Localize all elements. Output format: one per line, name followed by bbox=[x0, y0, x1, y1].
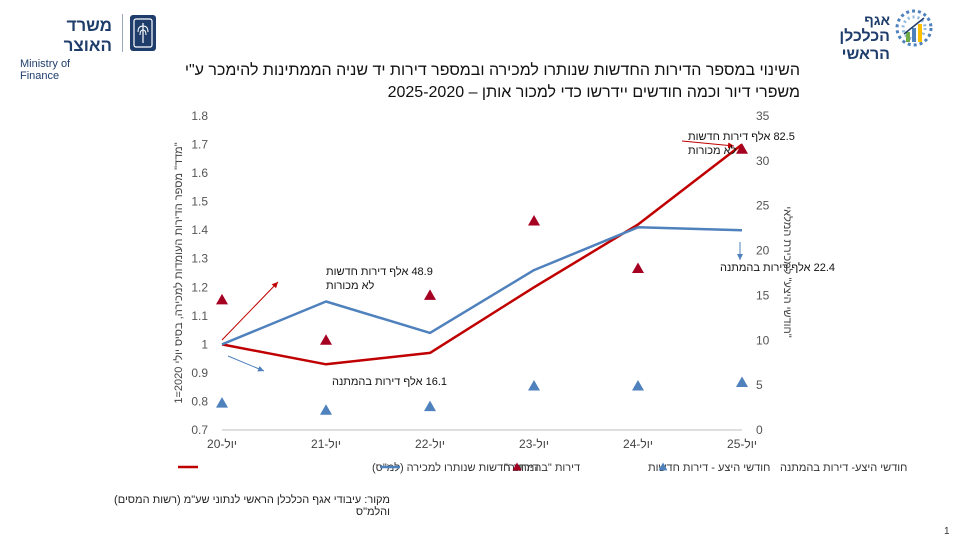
x-tick-label: יול-22 bbox=[415, 437, 445, 451]
logo-divider bbox=[122, 14, 123, 52]
ministry-logo: משרד האוצר Ministry of Finance bbox=[20, 14, 160, 82]
annotation-text-line2: לא מכורות bbox=[326, 279, 374, 292]
annotation-text: 82.5 אלף דירות חדשות bbox=[688, 130, 795, 143]
x-tick-label: יול-23 bbox=[519, 437, 549, 451]
legend-label: דירות "בהמתנה" bbox=[504, 462, 580, 474]
series-3-triangle-marker bbox=[632, 380, 644, 391]
legend-triangle-swatch bbox=[658, 462, 668, 471]
right-tick-label: 20 bbox=[756, 244, 770, 258]
series-3-triangle-marker bbox=[736, 376, 748, 387]
ministry-name-hebrew: משרד האוצר bbox=[63, 16, 112, 55]
series-2-triangle-marker bbox=[632, 262, 644, 274]
right-tick-label: 30 bbox=[756, 154, 770, 168]
series-2-triangle-marker bbox=[528, 214, 540, 226]
left-tick-label: 1.1 bbox=[191, 309, 208, 323]
chart-title-line1: השינוי במספר הדירות החדשות שנותרו למכירה… bbox=[184, 62, 800, 79]
annotation-arrow bbox=[221, 281, 279, 341]
right-axis-ticks: 0 5 10 15 20 25 30 35 bbox=[756, 109, 770, 437]
right-tick-label: 25 bbox=[756, 199, 770, 213]
annotation-arrow bbox=[227, 355, 265, 372]
right-tick-label: 35 bbox=[756, 109, 770, 123]
series-2-triangle-marker bbox=[320, 334, 332, 345]
chart-title-line2: משפרי דיור וכמה חודשים יידרשו כדי למכור … bbox=[387, 84, 800, 101]
x-tick-label: יול-21 bbox=[311, 437, 341, 451]
division-label-line2: הכלכלן הראשי bbox=[839, 28, 890, 63]
right-axis-label: "חודשי היצע" למכירת המלאי bbox=[781, 206, 794, 337]
annotation-arrow bbox=[681, 140, 735, 149]
left-tick-label: 0.9 bbox=[191, 366, 208, 380]
left-tick-label: 1 bbox=[201, 337, 208, 351]
annotation-text-line2: לא מכורות bbox=[688, 144, 736, 157]
chart-legend: דירות חדשות שנותרו למכירה (למ"ס)דירות "ב… bbox=[178, 461, 907, 474]
x-tick-label: יול-20 bbox=[207, 437, 237, 451]
right-tick-label: 10 bbox=[756, 333, 770, 347]
left-axis-ticks: 0.7 0.8 0.9 1 1.1 1.2 1.3 1.4 1.5 1.6 1.7 1.8 bbox=[191, 109, 208, 437]
series-3-triangle-marker bbox=[528, 380, 540, 391]
series-2-triangle-marker bbox=[424, 289, 436, 300]
left-tick-label: 1.6 bbox=[191, 166, 208, 180]
ministry-name-english: Ministry of Finance bbox=[20, 58, 71, 82]
left-tick-label: 0.7 bbox=[191, 423, 208, 437]
page-number: 1 bbox=[944, 526, 950, 537]
source-note: מקור: עיבודי אגף הכלכלן הראשי לנתוני שע"… bbox=[114, 494, 390, 518]
series-line-0 bbox=[221, 143, 743, 366]
right-tick-label: 0 bbox=[756, 423, 763, 437]
series-2-triangle-marker bbox=[216, 293, 228, 305]
left-tick-label: 1.8 bbox=[191, 109, 208, 123]
left-tick-label: 1.7 bbox=[191, 138, 208, 152]
series-2-triangle-marker bbox=[736, 143, 748, 154]
left-axis-label: "מדד" מספר הדירות העומדות למכירה, בסיס י… bbox=[172, 142, 185, 403]
x-axis-ticks: יול-20 יול-21 יול-22 יול-23 יול-24 יול-25 bbox=[207, 437, 757, 451]
series-3-triangle-marker bbox=[424, 400, 436, 412]
chart-title: השינוי במספר הדירות החדשות שנותרו למכירה… bbox=[150, 62, 800, 102]
left-tick-label: 0.8 bbox=[191, 394, 208, 408]
left-tick-label: 1.5 bbox=[191, 195, 208, 209]
right-tick-label: 5 bbox=[756, 378, 763, 392]
left-tick-label: 1.2 bbox=[191, 280, 208, 294]
annotation-text: 22.4 אלף דירות בהמתנה bbox=[720, 261, 835, 274]
left-tick-label: 1.3 bbox=[191, 252, 208, 266]
growth-chart-icon bbox=[895, 9, 933, 47]
annotation-text: 16.1 אלף דירות בהמתנה bbox=[332, 375, 447, 388]
series-3-triangle-marker bbox=[216, 397, 228, 408]
annotation-text: 48.9 אלף דירות חדשות bbox=[326, 265, 433, 278]
right-tick-label: 15 bbox=[756, 288, 770, 302]
emblem-icon bbox=[130, 15, 156, 51]
series-layer bbox=[216, 143, 748, 415]
legend-label: דירות חדשות שנותרו למכירה (למ"ס) bbox=[372, 461, 539, 474]
chief-economist-logo: אגף הכלכלן הראשי bbox=[790, 8, 940, 63]
x-tick-label: יול-24 bbox=[623, 437, 653, 451]
division-label-line1: אגף bbox=[864, 12, 890, 28]
series-line-1 bbox=[221, 226, 743, 346]
series-3-triangle-marker bbox=[320, 404, 332, 415]
legend-label: חודשי היצע- דירות בהמתנה bbox=[780, 462, 907, 474]
left-tick-label: 1.4 bbox=[191, 223, 208, 237]
legend-label: חודשי היצע - דירות חדשות bbox=[648, 462, 770, 474]
legend-triangle-swatch bbox=[512, 462, 522, 471]
x-tick-label: יול-25 bbox=[727, 437, 757, 451]
